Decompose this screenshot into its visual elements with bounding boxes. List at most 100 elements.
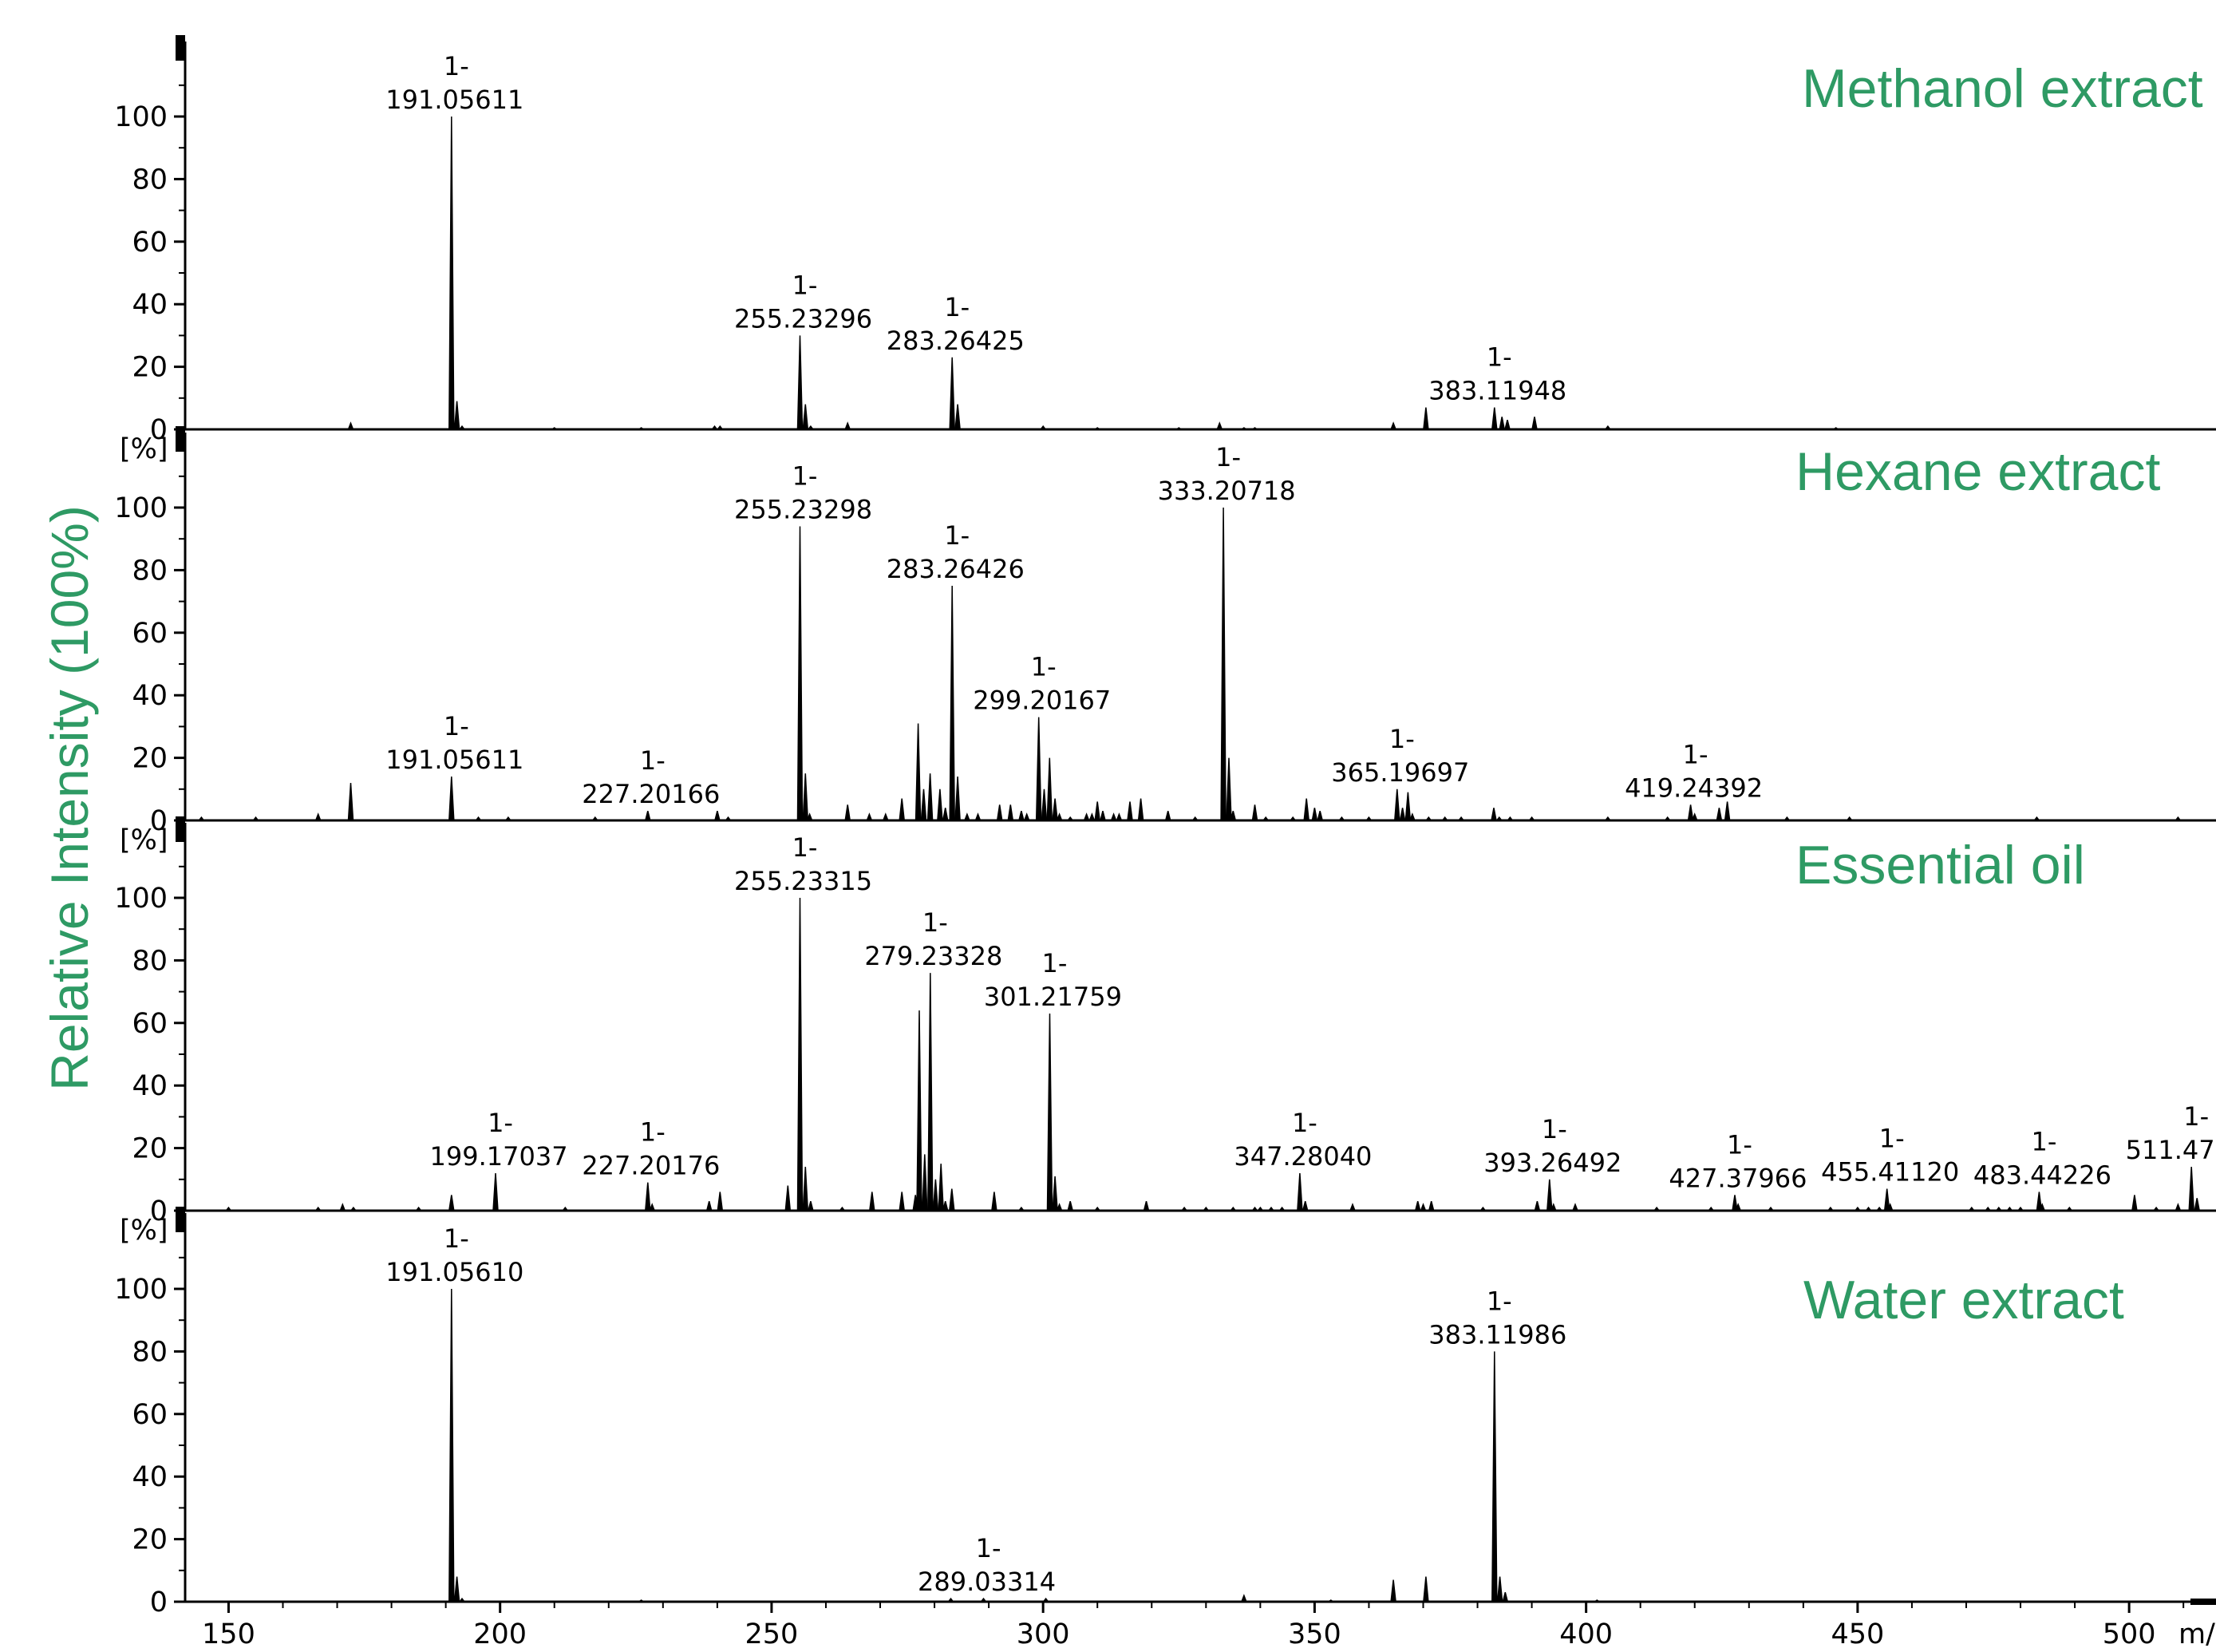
spectrum-peak bbox=[807, 1201, 814, 1211]
peak-label-mz: 383.11948 bbox=[1428, 376, 1566, 406]
spectrum-peak bbox=[1017, 811, 1025, 821]
spectrum-peak bbox=[1127, 801, 1133, 821]
spectrum-peak bbox=[1067, 1201, 1074, 1211]
spectrum-peak bbox=[1716, 808, 1723, 821]
spectrum-peak bbox=[1968, 1206, 1976, 1211]
peak-label-mz: 419.24392 bbox=[1625, 773, 1763, 803]
peak-label-prefix: 1- bbox=[1031, 652, 1057, 682]
y-tick-label: 100 bbox=[114, 883, 168, 915]
peak-label-prefix: 1- bbox=[1389, 724, 1415, 754]
spectrum-peak bbox=[1191, 816, 1199, 821]
peak-label-prefix: 1- bbox=[1292, 1108, 1317, 1138]
peak-label-mz: 227.20166 bbox=[582, 779, 720, 809]
peak-label-prefix: 1- bbox=[792, 270, 818, 300]
y-tick-label: 60 bbox=[132, 1399, 168, 1431]
peak-label-prefix: 1- bbox=[1683, 739, 1708, 769]
y-tick-label: 40 bbox=[132, 1461, 168, 1493]
spectrum-peak bbox=[1506, 816, 1514, 821]
spectrum-peak bbox=[1653, 1206, 1661, 1211]
spectrum-peak bbox=[1664, 816, 1672, 821]
x-tick-label: 450 bbox=[1831, 1618, 1884, 1648]
spectrum-peak bbox=[1457, 816, 1465, 821]
spectrum-peak bbox=[339, 1203, 346, 1211]
spectrum-peak bbox=[796, 897, 804, 1211]
spectrum-peak bbox=[1531, 417, 1538, 430]
spectrum-peak bbox=[1732, 1195, 1738, 1211]
spectrum-peak bbox=[1495, 816, 1503, 821]
spectrum-peak bbox=[1995, 1206, 2003, 1211]
spectrum-peak bbox=[866, 812, 873, 821]
spectrum-peak bbox=[561, 1206, 569, 1211]
spectrum-peak bbox=[347, 782, 354, 821]
peak-label-prefix: 1- bbox=[1215, 442, 1241, 472]
spectrum-panel: 0 20 40 60 80 100 [%] Methanol extract 1- 191.056… bbox=[114, 35, 2216, 465]
unit-label: [%] bbox=[120, 824, 168, 856]
spectrum-peak bbox=[1399, 808, 1406, 821]
spectrum-peak bbox=[942, 1201, 949, 1211]
spectrum-peak bbox=[1137, 798, 1144, 821]
spectrum-peak bbox=[1042, 1597, 1050, 1603]
peak-label-mz: 383.11986 bbox=[1428, 1319, 1566, 1350]
spectrum-peak bbox=[1297, 1172, 1303, 1211]
spectrum-peak bbox=[948, 1188, 955, 1211]
spectrum-peak bbox=[2131, 1195, 2138, 1211]
spectrum-peak bbox=[1100, 811, 1106, 821]
spectrum-peak bbox=[838, 1206, 846, 1211]
spectrum-peak bbox=[1226, 757, 1232, 821]
spectrum-peak bbox=[1571, 1203, 1579, 1211]
spectrum-peak bbox=[844, 804, 851, 821]
x-tick-label: 350 bbox=[1288, 1618, 1341, 1648]
y-tick-label: 0 bbox=[150, 1196, 168, 1227]
spectrum-peak bbox=[1250, 1206, 1259, 1211]
spectrum-peak bbox=[637, 1599, 646, 1603]
spectrum-peak bbox=[1240, 1594, 1247, 1603]
spectrum-peak bbox=[2194, 1198, 2201, 1211]
spectrum-peak bbox=[2065, 1206, 2073, 1211]
y-tick-label: 20 bbox=[132, 1133, 168, 1165]
spectrum-peak bbox=[1143, 1201, 1150, 1211]
peak-label-mz: 347.28040 bbox=[1234, 1141, 1372, 1172]
y-tick-label: 80 bbox=[132, 1336, 168, 1368]
spectrum-peak bbox=[314, 812, 322, 821]
spectrum-peak bbox=[474, 816, 483, 821]
spectrum-peak bbox=[1317, 811, 1324, 821]
spectrum-peak bbox=[1864, 1206, 1873, 1211]
y-tick-label: 40 bbox=[132, 680, 168, 712]
spectrum-peak bbox=[1007, 804, 1014, 821]
peak-label-mz: 255.23315 bbox=[734, 866, 872, 896]
spectrum-peak bbox=[1846, 816, 1854, 821]
x-tick-label: 200 bbox=[473, 1618, 527, 1648]
y-tick-label: 80 bbox=[132, 164, 168, 196]
spectrum-peak bbox=[1831, 427, 1841, 430]
y-tick-label: 100 bbox=[114, 1274, 168, 1306]
spectrum-peak bbox=[1088, 812, 1096, 821]
peak-label-mz: 191.05611 bbox=[385, 745, 523, 775]
spectrum-peak bbox=[710, 425, 719, 430]
x-tick-label: 300 bbox=[1017, 1618, 1070, 1648]
spectrum-peak bbox=[1278, 1206, 1286, 1211]
peak-label-mz: 333.20718 bbox=[1158, 476, 1296, 506]
x-tick-label: 150 bbox=[202, 1618, 255, 1648]
spectrum-peak bbox=[644, 811, 651, 821]
spectrum-peak bbox=[844, 421, 851, 430]
peak-label-mz: 191.05611 bbox=[385, 85, 523, 115]
y-tick-label: 60 bbox=[132, 227, 168, 259]
spectrum-peak bbox=[1202, 1206, 1210, 1211]
spectrum-peak bbox=[1592, 1599, 1602, 1603]
spectrum-peak bbox=[1414, 1201, 1421, 1211]
spectrum-peak bbox=[1393, 788, 1400, 821]
spectrum-peak bbox=[1499, 417, 1506, 430]
spectrum-peak bbox=[314, 1206, 322, 1211]
axis-end-marker bbox=[2190, 1599, 2216, 1605]
y-tick-label: 20 bbox=[132, 743, 168, 775]
spectrum-peak bbox=[717, 1192, 724, 1211]
spectrum-peak bbox=[1390, 1579, 1396, 1603]
spectrum-peak bbox=[1046, 1013, 1053, 1211]
spectrum-peak bbox=[1504, 420, 1511, 430]
spectrum-peak bbox=[713, 811, 721, 821]
spectrum-peak bbox=[996, 804, 1003, 821]
y-tick-label: 80 bbox=[132, 945, 168, 977]
spectrum-peak bbox=[1735, 1203, 1742, 1211]
spectrum-peak bbox=[1289, 816, 1297, 821]
